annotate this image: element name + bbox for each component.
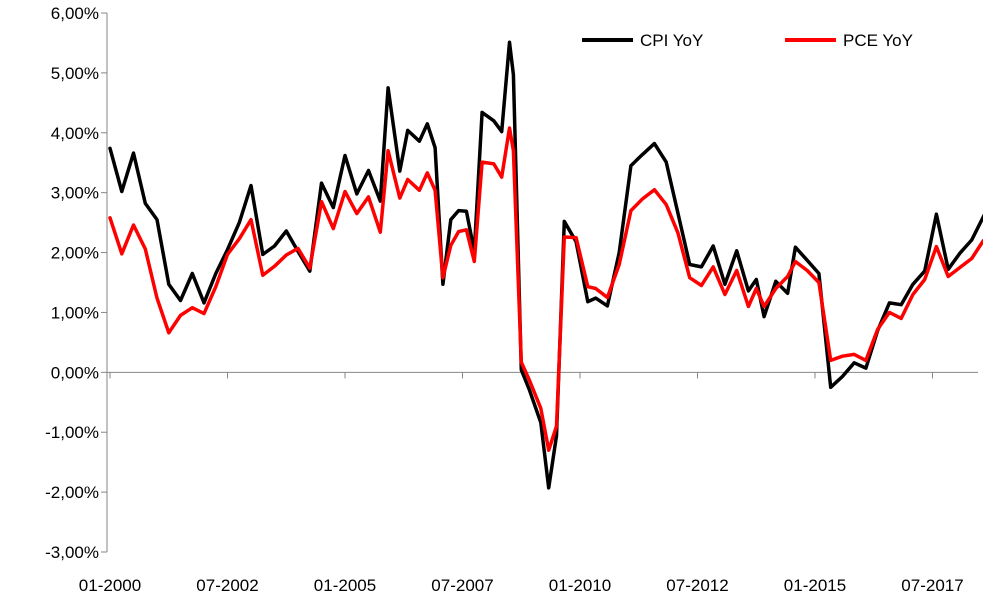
y-tick-label: -2,00% (45, 483, 99, 502)
y-tick-label: -1,00% (45, 423, 99, 442)
series-layer (108, 40, 983, 490)
x-tick-label: 01-2000 (79, 576, 141, 595)
legend-label: CPI YoY (640, 31, 703, 50)
series-line-pce-yoy (108, 126, 983, 452)
legend-label: PCE YoY (843, 31, 913, 50)
x-tick-label: 07-2002 (196, 576, 258, 595)
x-tick-label: 07-2012 (666, 576, 728, 595)
x-tick-label: 01-2005 (314, 576, 376, 595)
series-line-cpi-yoy (108, 40, 983, 490)
x-tick-label: 07-2017 (901, 576, 963, 595)
x-tick-label: 07-2007 (431, 576, 493, 595)
y-tick-label: 2,00% (51, 244, 99, 263)
y-tick-label: -3,00% (45, 543, 99, 562)
y-tick-label: 6,00% (51, 4, 99, 23)
y-tick-label: 3,00% (51, 184, 99, 203)
y-tick-label: 1,00% (51, 303, 99, 322)
y-tick-label: 4,00% (51, 124, 99, 143)
axes: 6,00% 5,00% 4,00% 3,00% 2,00% 1,00% 0,00% -1,00… (45, 4, 978, 595)
legend: CPI YoY PCE YoY (582, 31, 913, 50)
y-tick-label: 5,00% (51, 64, 99, 83)
y-tick-label: 0,00% (51, 363, 99, 382)
x-tick-label: 01-2015 (784, 576, 846, 595)
x-tick-label: 01-2010 (549, 576, 611, 595)
